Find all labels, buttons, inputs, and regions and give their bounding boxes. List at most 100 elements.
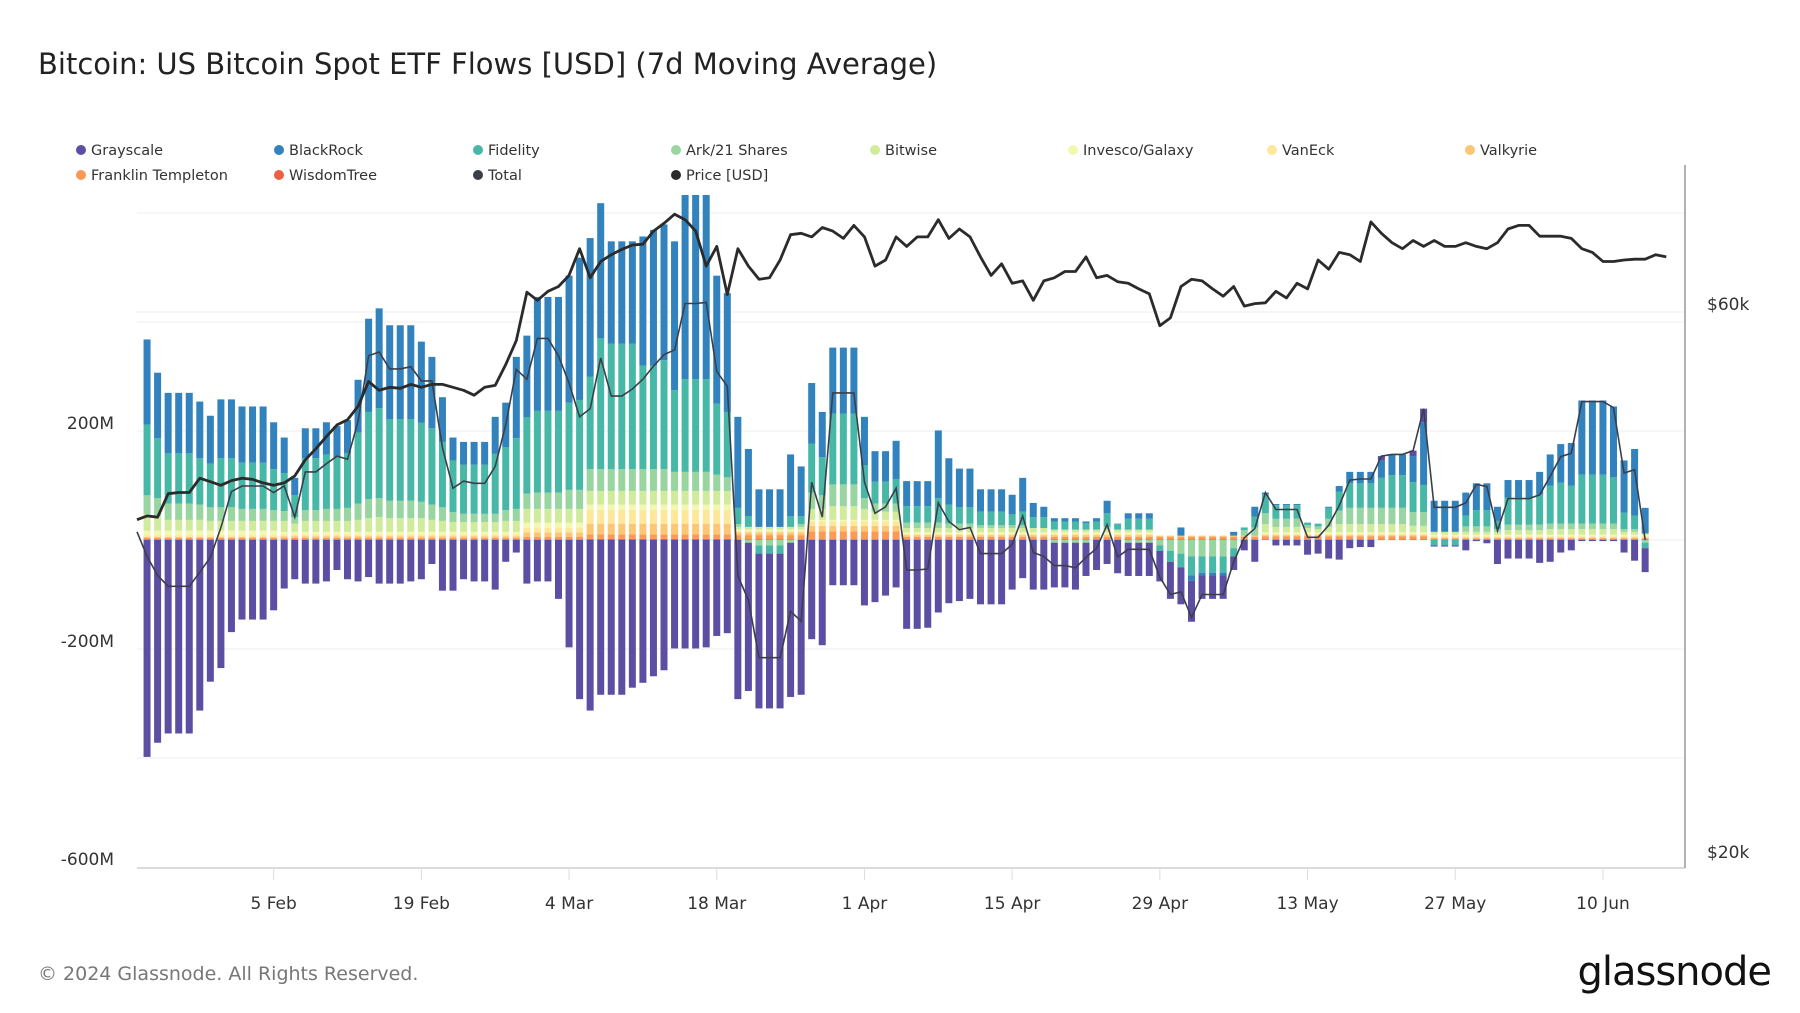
bar-ark-21-shares [1166, 540, 1174, 551]
bar-grayscale [1177, 567, 1185, 605]
bar-valkyrie [1114, 535, 1122, 537]
bar-bitwise [808, 508, 816, 520]
bar-bitwise [555, 508, 562, 523]
bar-fidelity [1272, 505, 1280, 519]
bar-blackrock [955, 468, 963, 508]
bar-invesco-galaxy [1019, 532, 1027, 535]
bar-bitwise [1578, 529, 1586, 535]
bar-grayscale [1525, 540, 1533, 559]
bar-valkyrie [1209, 535, 1217, 537]
bar-bitwise [1304, 528, 1312, 533]
bar-grayscale [143, 540, 151, 757]
bar-ark-21-shares [523, 493, 531, 509]
bar-valkyrie [776, 532, 784, 536]
bar-bitwise [481, 522, 489, 532]
bar-fidelity [924, 506, 932, 523]
legend-label: VanEck [1282, 143, 1335, 159]
bar-fidelity [291, 495, 299, 518]
bar-valkyrie [354, 536, 362, 538]
bar-blackrock [344, 420, 351, 454]
bar-grayscale [671, 540, 679, 649]
bar-invesco-galaxy [460, 531, 468, 535]
bar-blackrock [1610, 406, 1617, 478]
bar-valkyrie [723, 523, 731, 535]
bar-wisdomtree [470, 539, 478, 541]
bar-ark-21-shares [945, 523, 953, 529]
bar-fidelity [1156, 545, 1164, 551]
bar-grayscale [460, 540, 468, 580]
bar-grayscale [734, 540, 742, 700]
bar-bitwise [375, 517, 383, 532]
bar-grayscale [1314, 540, 1322, 554]
bar-valkyrie [1240, 535, 1248, 537]
bar-blackrock [1493, 506, 1501, 521]
bar-franklin-templeton [238, 537, 246, 540]
bar-wisdomtree [1135, 539, 1143, 541]
bar-fidelity [1335, 491, 1343, 511]
bar-blackrock [1356, 471, 1364, 484]
bar-bitwise [1082, 529, 1090, 533]
bar-franklin-templeton [702, 534, 710, 539]
bar-blackrock [597, 203, 605, 339]
bar-wisdomtree [1251, 539, 1259, 541]
bar-ark-21-shares [1177, 540, 1185, 554]
bar-bitwise [998, 528, 1006, 533]
bar-franklin-templeton [977, 536, 984, 540]
bar-fidelity [1346, 483, 1354, 508]
bar-vaneck [322, 534, 330, 537]
bar-bitwise [702, 490, 710, 505]
bar-valkyrie [1620, 537, 1628, 539]
bar-valkyrie [143, 536, 151, 538]
bar-wisdomtree [839, 539, 847, 541]
bar-bitwise [1346, 524, 1354, 533]
bar-vaneck [977, 534, 984, 536]
bar-blackrock [1346, 471, 1354, 484]
bar-ark-21-shares [175, 503, 183, 520]
bar-valkyrie [1388, 535, 1396, 537]
bar-fidelity [1525, 497, 1533, 525]
bar-wisdomtree [1093, 539, 1101, 541]
bar-bitwise [1071, 529, 1079, 533]
bar-wisdomtree [1008, 539, 1016, 541]
bar-vaneck [850, 521, 858, 526]
bar-ark-21-shares [1282, 518, 1290, 527]
bar-grayscale [1282, 540, 1290, 546]
bar-ark-21-shares [998, 525, 1006, 529]
bar-grayscale [555, 540, 562, 599]
bar-grayscale [1610, 540, 1617, 542]
bar-valkyrie [428, 536, 436, 538]
bar-invesco-galaxy [1293, 532, 1301, 535]
bar-valkyrie [966, 535, 974, 537]
bar-vaneck [734, 530, 742, 533]
bar-franklin-templeton [1388, 536, 1396, 540]
bar-wisdomtree [1578, 539, 1586, 541]
bar-wisdomtree [1377, 539, 1385, 541]
bar-bitwise [1525, 530, 1533, 535]
bar-franklin-templeton [322, 537, 330, 540]
bar-wisdomtree [586, 538, 594, 540]
bar-ark-21-shares [354, 503, 362, 520]
bar-blackrock [839, 347, 847, 414]
bar-invesco-galaxy [797, 529, 805, 531]
bar-franklin-templeton [1293, 536, 1301, 540]
bar-vaneck [249, 535, 257, 537]
bar-valkyrie [1145, 535, 1153, 537]
bar-franklin-templeton [586, 534, 594, 539]
bar-bitwise [787, 526, 795, 530]
bar-vaneck [1145, 534, 1153, 536]
bar-bitwise [797, 526, 805, 530]
bar-invesco-galaxy [945, 532, 953, 535]
bar-franklin-templeton [744, 535, 752, 540]
bar-vaneck [386, 534, 394, 537]
bar-ark-21-shares [206, 507, 214, 521]
bar-valkyrie [1367, 535, 1375, 537]
bar-bitwise [1261, 524, 1269, 533]
bar-vaneck [512, 534, 520, 537]
bar-fidelity [1610, 477, 1617, 524]
bar-wisdomtree [154, 539, 162, 541]
bar-vaneck [502, 534, 510, 537]
bar-invesco-galaxy [628, 504, 636, 511]
bar-ark-21-shares [565, 489, 573, 509]
bar-blackrock [185, 392, 193, 454]
bar-vaneck [787, 530, 795, 533]
